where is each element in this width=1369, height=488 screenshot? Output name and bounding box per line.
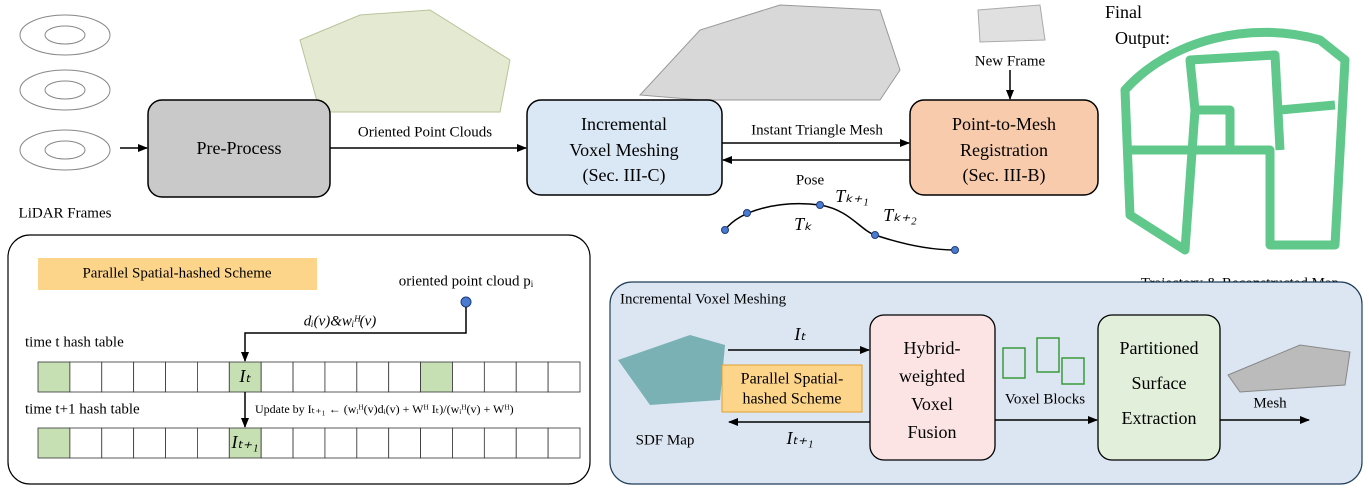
pose-label: Tₖ₊₁ (835, 186, 868, 206)
update-formula: Update by Iₜ₊₁ ← (wᵢᴴ(v)dᵢ(v) + Wᴴ Iₜ)/(… (255, 402, 514, 416)
hash-cell (293, 362, 325, 392)
preprocess-label: Pre-Process (197, 138, 282, 158)
hash-cell (70, 428, 102, 458)
edge-label: Pose (796, 172, 825, 188)
hash-cell (357, 428, 389, 458)
hash-cell (261, 362, 293, 392)
trajectory (725, 204, 955, 250)
hash-cell (325, 362, 357, 392)
hash-cell (197, 428, 229, 458)
pose-label: Tₖ (794, 214, 812, 234)
hash-cell (548, 362, 580, 392)
edge-label: Voxel Blocks (1005, 391, 1085, 407)
hash-cell (293, 428, 325, 458)
final-label: Output: (1115, 28, 1170, 48)
box-label: Voxel Meshing (569, 140, 678, 160)
final-label: Final (1105, 2, 1142, 22)
hash-cell (389, 428, 421, 458)
hash-cell (421, 428, 453, 458)
cell-label: Iₜ₊₁ (230, 432, 258, 452)
hash-cell (484, 362, 516, 392)
hash-cell (38, 362, 70, 392)
hash-cell (421, 362, 453, 392)
hash-cell (261, 428, 293, 458)
mesh-label: Mesh (1253, 395, 1287, 411)
box-label: Hybrid- (904, 338, 961, 358)
hash-cell (134, 362, 166, 392)
sdf-label: dᵢ(v)&wᵢᴴ(v) (304, 313, 377, 329)
lidar-frames (20, 15, 110, 170)
panel-title: Parallel Spatial-hashed Scheme (82, 265, 271, 281)
pose-label: Tₖ₊₂ (883, 205, 916, 225)
box-label: (Sec. III-C) (583, 165, 666, 186)
hash-cell (197, 362, 229, 392)
box-label: Parallel Spatial- (741, 371, 844, 388)
new-frame-label: New Frame (975, 53, 1046, 69)
hash-cell (484, 428, 516, 458)
edge-label: Instant Triangle Mesh (751, 122, 883, 138)
hash-cell (452, 428, 484, 458)
map-image (1125, 32, 1345, 250)
box-label: weighted (899, 366, 965, 386)
hash-cell (389, 362, 421, 392)
box-label: Point-to-Mesh (952, 114, 1056, 134)
box-label: Surface (1132, 373, 1187, 393)
point-dot (461, 297, 471, 307)
row-label: time t+1 hash table (25, 401, 140, 417)
box-label: hashed Scheme (742, 391, 841, 408)
hash-cell (452, 362, 484, 392)
box-label: Registration (960, 140, 1048, 160)
lidar-label: LiDAR Frames (19, 205, 112, 221)
diagram: LiDAR Frames Pre-Process Oriented Point … (0, 0, 1369, 488)
box-label: Incremental (581, 114, 667, 134)
edge-label: Iₜ₊₁ (785, 428, 813, 448)
sdf-map-label: SDF Map (636, 432, 695, 448)
hash-cell (516, 362, 548, 392)
point-cloud-image (300, 10, 510, 112)
hash-cell (166, 362, 198, 392)
edge-label: Iₜ (793, 324, 806, 344)
box-label: Extraction (1122, 408, 1197, 428)
cell-label: Iₜ (238, 366, 251, 386)
box-label: (Sec. III-B) (963, 165, 1046, 186)
box-label: Fusion (907, 422, 956, 442)
hash-cell (70, 362, 102, 392)
hash-cell (548, 428, 580, 458)
hash-cell (102, 362, 134, 392)
hash-cell (38, 428, 70, 458)
hash-cell (357, 362, 389, 392)
hash-cell (325, 428, 357, 458)
hash-cell (166, 428, 198, 458)
box-label: Voxel (911, 394, 953, 414)
point-cloud-label: oriented point cloud pᵢ (399, 273, 534, 289)
hash-cell (134, 428, 166, 458)
hash-cell (102, 428, 134, 458)
row-label: time t hash table (25, 334, 124, 350)
panel-title: Incremental Voxel Meshing (620, 291, 787, 307)
box-label: Partitioned (1120, 338, 1199, 358)
mesh-image (640, 5, 900, 100)
hash-row (38, 362, 580, 392)
hash-cell (516, 428, 548, 458)
edge-label: Oriented Point Clouds (358, 124, 492, 140)
new-frame-image (978, 5, 1045, 42)
hash-row (38, 428, 580, 458)
